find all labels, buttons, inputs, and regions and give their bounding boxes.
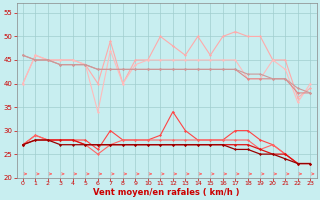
X-axis label: Vent moyen/en rafales ( km/h ): Vent moyen/en rafales ( km/h ) [93,188,240,197]
